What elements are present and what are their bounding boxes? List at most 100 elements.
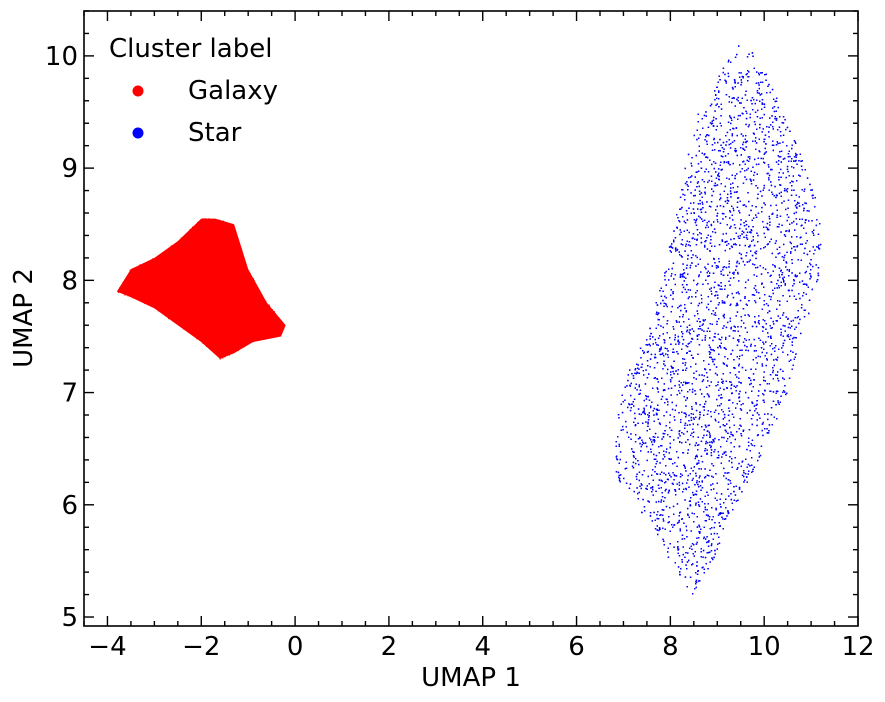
point xyxy=(169,252,172,254)
point xyxy=(219,234,222,236)
point xyxy=(167,261,169,263)
point xyxy=(248,331,251,333)
point xyxy=(200,251,202,253)
point xyxy=(238,252,240,255)
point xyxy=(191,293,194,295)
point xyxy=(144,283,146,285)
point xyxy=(225,252,227,254)
point xyxy=(275,333,278,335)
point xyxy=(200,292,203,294)
point xyxy=(156,283,159,285)
point xyxy=(248,313,250,315)
point xyxy=(182,318,185,320)
point xyxy=(140,297,142,299)
point xyxy=(262,307,264,309)
point xyxy=(177,303,179,305)
point xyxy=(258,306,260,308)
point xyxy=(216,280,218,282)
point xyxy=(240,247,242,250)
point xyxy=(189,308,191,310)
point xyxy=(239,324,241,327)
point xyxy=(206,312,208,314)
point xyxy=(144,277,147,279)
point xyxy=(225,302,228,304)
point xyxy=(258,312,260,314)
point xyxy=(274,320,276,322)
point xyxy=(218,285,220,288)
point xyxy=(234,285,236,287)
point xyxy=(195,275,197,277)
point xyxy=(256,335,259,337)
point xyxy=(185,252,187,254)
point xyxy=(239,274,241,276)
point xyxy=(131,296,134,299)
point xyxy=(203,230,205,232)
point xyxy=(183,239,185,241)
point xyxy=(240,346,242,348)
point xyxy=(247,280,249,283)
point xyxy=(180,313,182,315)
point xyxy=(189,254,191,257)
point xyxy=(200,270,202,273)
point xyxy=(196,328,198,331)
point xyxy=(210,346,213,348)
point xyxy=(208,304,211,306)
point xyxy=(192,278,194,281)
point xyxy=(212,281,214,284)
point xyxy=(148,299,151,301)
point xyxy=(206,257,208,259)
point xyxy=(212,317,214,320)
point xyxy=(195,299,197,302)
point xyxy=(194,307,196,309)
point xyxy=(235,347,237,350)
point xyxy=(154,264,156,267)
point xyxy=(197,244,199,246)
point xyxy=(171,261,173,263)
point xyxy=(198,295,201,297)
point xyxy=(206,311,208,313)
point xyxy=(143,287,145,289)
point xyxy=(231,247,234,249)
point xyxy=(166,280,168,282)
point xyxy=(211,338,213,340)
point xyxy=(201,222,204,224)
point xyxy=(232,243,234,245)
point xyxy=(149,291,151,293)
point xyxy=(240,321,242,323)
point xyxy=(152,296,155,298)
point xyxy=(200,332,202,334)
point xyxy=(142,281,144,283)
point xyxy=(224,233,227,235)
point xyxy=(215,297,218,299)
point xyxy=(219,249,222,251)
point xyxy=(201,251,203,253)
point xyxy=(196,306,198,309)
point xyxy=(126,282,128,284)
point xyxy=(196,326,198,329)
point xyxy=(238,346,240,348)
point xyxy=(185,289,187,291)
point xyxy=(204,301,206,303)
point xyxy=(234,228,236,230)
point xyxy=(160,270,163,272)
point xyxy=(150,286,152,288)
point xyxy=(204,265,206,267)
point xyxy=(220,235,222,237)
point xyxy=(235,326,238,329)
point xyxy=(214,306,216,308)
point xyxy=(214,221,216,223)
point xyxy=(215,249,218,251)
point xyxy=(228,317,230,319)
point xyxy=(202,264,204,267)
point xyxy=(239,339,241,341)
point xyxy=(168,284,171,286)
point xyxy=(244,267,246,269)
point xyxy=(213,282,215,284)
point xyxy=(203,341,205,343)
point xyxy=(236,289,238,291)
point xyxy=(182,236,184,239)
point xyxy=(162,273,164,275)
point xyxy=(255,295,257,297)
point xyxy=(168,251,170,254)
point xyxy=(215,309,218,311)
